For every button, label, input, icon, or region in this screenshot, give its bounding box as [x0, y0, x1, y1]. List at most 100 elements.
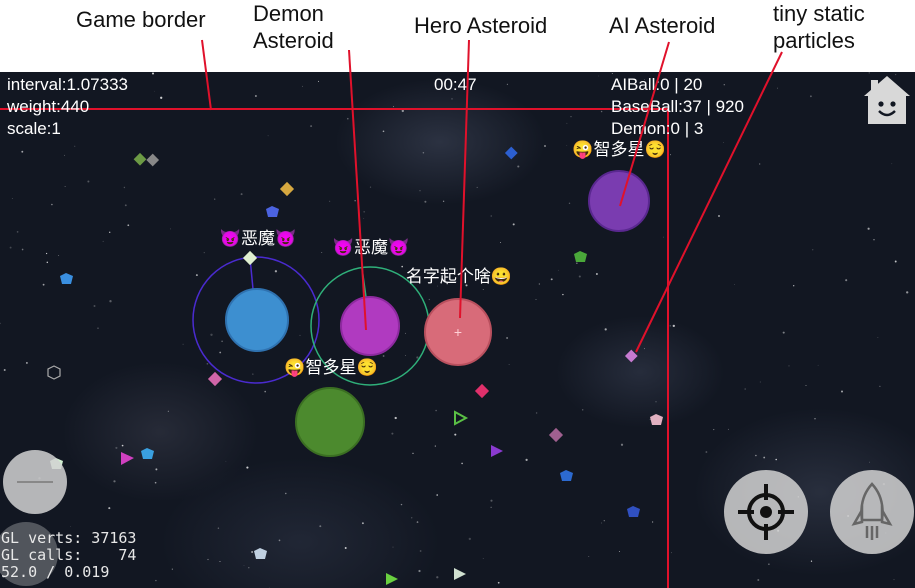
star: [182, 343, 184, 345]
star: [755, 454, 757, 457]
star: [508, 364, 510, 366]
star: [74, 145, 76, 147]
star: [435, 409, 437, 412]
star: [588, 556, 590, 557]
home-icon: [864, 76, 910, 124]
star: [64, 185, 66, 187]
star: [207, 558, 209, 561]
star: [618, 551, 620, 552]
secondary-joystick-button[interactable]: [0, 522, 58, 586]
particle: [242, 250, 258, 266]
star: [744, 388, 746, 390]
star: [344, 547, 347, 549]
crosshair-button[interactable]: [724, 470, 808, 554]
star: [329, 200, 331, 202]
star: [428, 298, 430, 301]
star: [578, 275, 581, 278]
rocket-button[interactable]: [830, 470, 914, 554]
star: [269, 586, 270, 588]
star: [442, 200, 445, 202]
star: [757, 579, 760, 581]
star: [46, 261, 49, 264]
star: [576, 262, 578, 264]
star: [243, 565, 245, 566]
star: [614, 152, 616, 155]
star: [45, 252, 48, 255]
star: [620, 443, 624, 446]
hero-center-mark: +: [454, 324, 462, 340]
star: [167, 410, 169, 412]
star: [115, 446, 118, 449]
star: [171, 568, 173, 570]
star: [500, 242, 502, 243]
star: [102, 240, 104, 242]
star: [109, 231, 111, 233]
game-viewport[interactable]: +: [0, 72, 915, 588]
star: [550, 278, 553, 281]
star: [93, 305, 96, 307]
star: [436, 576, 439, 579]
star: [153, 90, 155, 92]
star: [651, 521, 654, 523]
demon-asteroid-magenta: [340, 296, 400, 356]
star: [9, 246, 12, 249]
star: [604, 328, 607, 331]
star: [393, 106, 394, 108]
annotation-tiny-particles: tiny static particles: [773, 0, 865, 54]
star: [109, 300, 112, 303]
star: [113, 480, 116, 483]
particle: [574, 251, 587, 262]
star: [25, 361, 28, 364]
star: [867, 227, 870, 230]
star: [248, 567, 250, 569]
star: [302, 85, 303, 87]
star: [419, 550, 422, 552]
star: [763, 456, 766, 459]
star: [394, 416, 397, 420]
star: [87, 180, 90, 183]
player-name-demon-left: 😈恶魔😈: [219, 229, 297, 248]
annotation-demon-line1: Demon: [253, 1, 324, 26]
particle: [560, 470, 573, 481]
star: [21, 248, 24, 251]
star: [451, 98, 453, 100]
star: [405, 355, 406, 356]
star: [127, 224, 130, 227]
star: [713, 429, 715, 431]
star: [705, 451, 708, 453]
star: [893, 579, 895, 581]
star: [436, 494, 439, 496]
star: [203, 252, 205, 254]
star: [891, 163, 893, 165]
minus-button[interactable]: [3, 450, 67, 514]
star: [601, 150, 604, 153]
star: [877, 337, 879, 338]
player-name-demon-center: 😈恶魔😈: [332, 238, 410, 257]
star: [221, 340, 223, 343]
star: [361, 522, 364, 525]
player-name-hero: 名字起个啥😀: [405, 267, 513, 286]
star: [151, 72, 155, 75]
star: [775, 458, 778, 461]
star: [805, 385, 807, 387]
star: [482, 558, 484, 559]
particle: [146, 153, 160, 167]
star: [70, 526, 71, 527]
star: [405, 332, 406, 334]
star: [538, 283, 540, 285]
star: [570, 115, 572, 118]
player-name-ai-top: 😜智多星😌: [572, 140, 666, 159]
particle: [121, 452, 134, 465]
home-button[interactable]: [862, 74, 912, 126]
star: [264, 390, 266, 393]
star: [894, 260, 897, 263]
star: [369, 186, 372, 188]
star: [759, 381, 761, 383]
star: [873, 239, 875, 241]
star: [535, 299, 537, 300]
star: [51, 203, 53, 206]
star: [793, 285, 795, 287]
star: [210, 333, 213, 336]
star: [868, 72, 870, 74]
star: [869, 461, 870, 463]
